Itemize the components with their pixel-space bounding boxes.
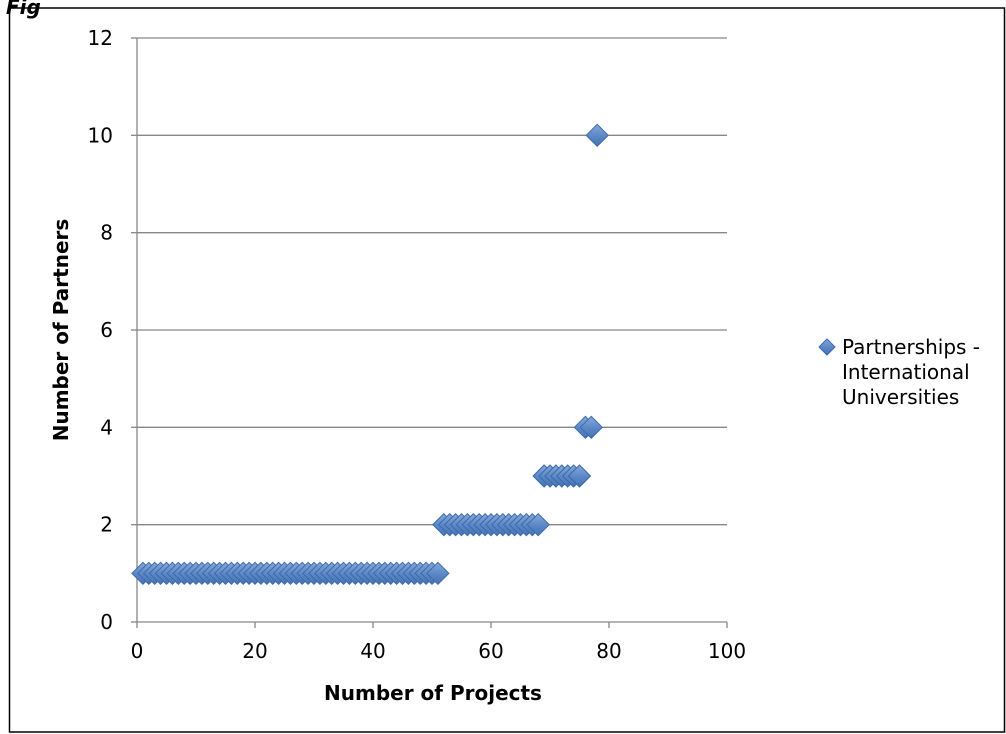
y-tick-label-6: 6 [100,318,113,342]
x-tick-label-0: 0 [131,639,144,663]
legend-label-line-3: Universities [842,385,959,409]
y-tick-label-12: 12 [88,26,113,50]
y-tick-label-8: 8 [100,221,113,245]
x-tick-label-100: 100 [708,639,746,663]
data-point [579,415,604,440]
y-axis-title: Number of Partners [49,219,73,442]
x-axis-title: Number of Projects [324,681,542,705]
y-tick-label-0: 0 [100,610,113,634]
x-tick-label-40: 40 [360,639,385,663]
x-axis-tick-labels: 0 20 40 60 80 100 [131,639,746,663]
data-point [526,512,550,537]
legend-marker-diamond-icon [818,338,836,356]
legend: Partnerships - International Universitie… [818,335,986,409]
data-point [426,561,450,586]
figure-caption: Fig [6,0,41,19]
y-axis-tick-labels: 0 2 4 6 8 10 12 [88,26,113,634]
gridlines [137,37,727,526]
legend-label-line-2: International [842,360,970,384]
scatter-points [131,123,609,586]
axes [131,37,728,628]
chart-border [8,7,1006,733]
data-point [567,464,592,488]
y-tick-label-10: 10 [88,123,113,147]
y-tick-label-4: 4 [100,415,113,439]
y-tick-label-2: 2 [100,513,113,537]
x-tick-label-20: 20 [242,639,267,663]
legend-label: Partnerships - International Universitie… [842,335,986,409]
x-tick-label-60: 60 [478,639,503,663]
data-point [585,123,609,148]
legend-label-line-1: Partnerships - [842,335,980,359]
x-tick-label-80: 80 [596,639,621,663]
